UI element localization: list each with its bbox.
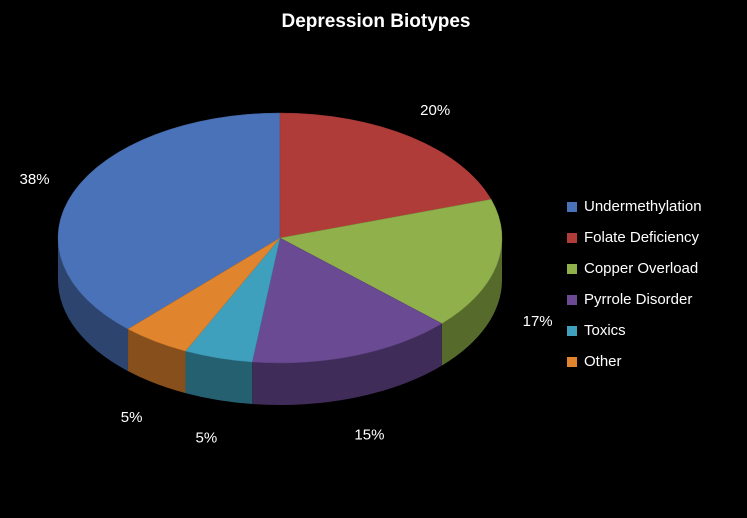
slice xyxy=(251,237,443,364)
legend-label: Copper Overload xyxy=(584,260,698,277)
legend-swatch xyxy=(567,233,577,243)
slice-side xyxy=(58,238,129,372)
slice-side xyxy=(252,323,442,405)
slice xyxy=(279,112,492,239)
legend-swatch xyxy=(567,202,577,212)
data-label: 5% xyxy=(121,409,143,426)
legend-swatch xyxy=(567,357,577,367)
legend-label: Undermethylation xyxy=(584,198,702,215)
chart-title: Depression Biotypes xyxy=(282,11,471,32)
slice xyxy=(127,237,281,352)
slice xyxy=(57,112,281,330)
legend-swatch xyxy=(567,295,577,305)
legend-label: Toxics xyxy=(584,322,626,339)
legend-label: Pyrrole Disorder xyxy=(584,291,692,308)
slice xyxy=(279,199,503,324)
legend-label: Other xyxy=(584,353,622,370)
data-label: 20% xyxy=(420,102,450,119)
legend-label: Folate Deficiency xyxy=(584,229,700,246)
slice-side xyxy=(128,329,186,394)
legend-swatch xyxy=(567,326,577,336)
legend-swatch xyxy=(567,264,577,274)
data-label: 38% xyxy=(20,171,50,188)
data-label: 17% xyxy=(523,313,553,330)
slice-side xyxy=(441,238,502,366)
data-label: 5% xyxy=(196,430,218,447)
slice-side xyxy=(185,351,253,405)
data-label: 15% xyxy=(354,427,384,444)
